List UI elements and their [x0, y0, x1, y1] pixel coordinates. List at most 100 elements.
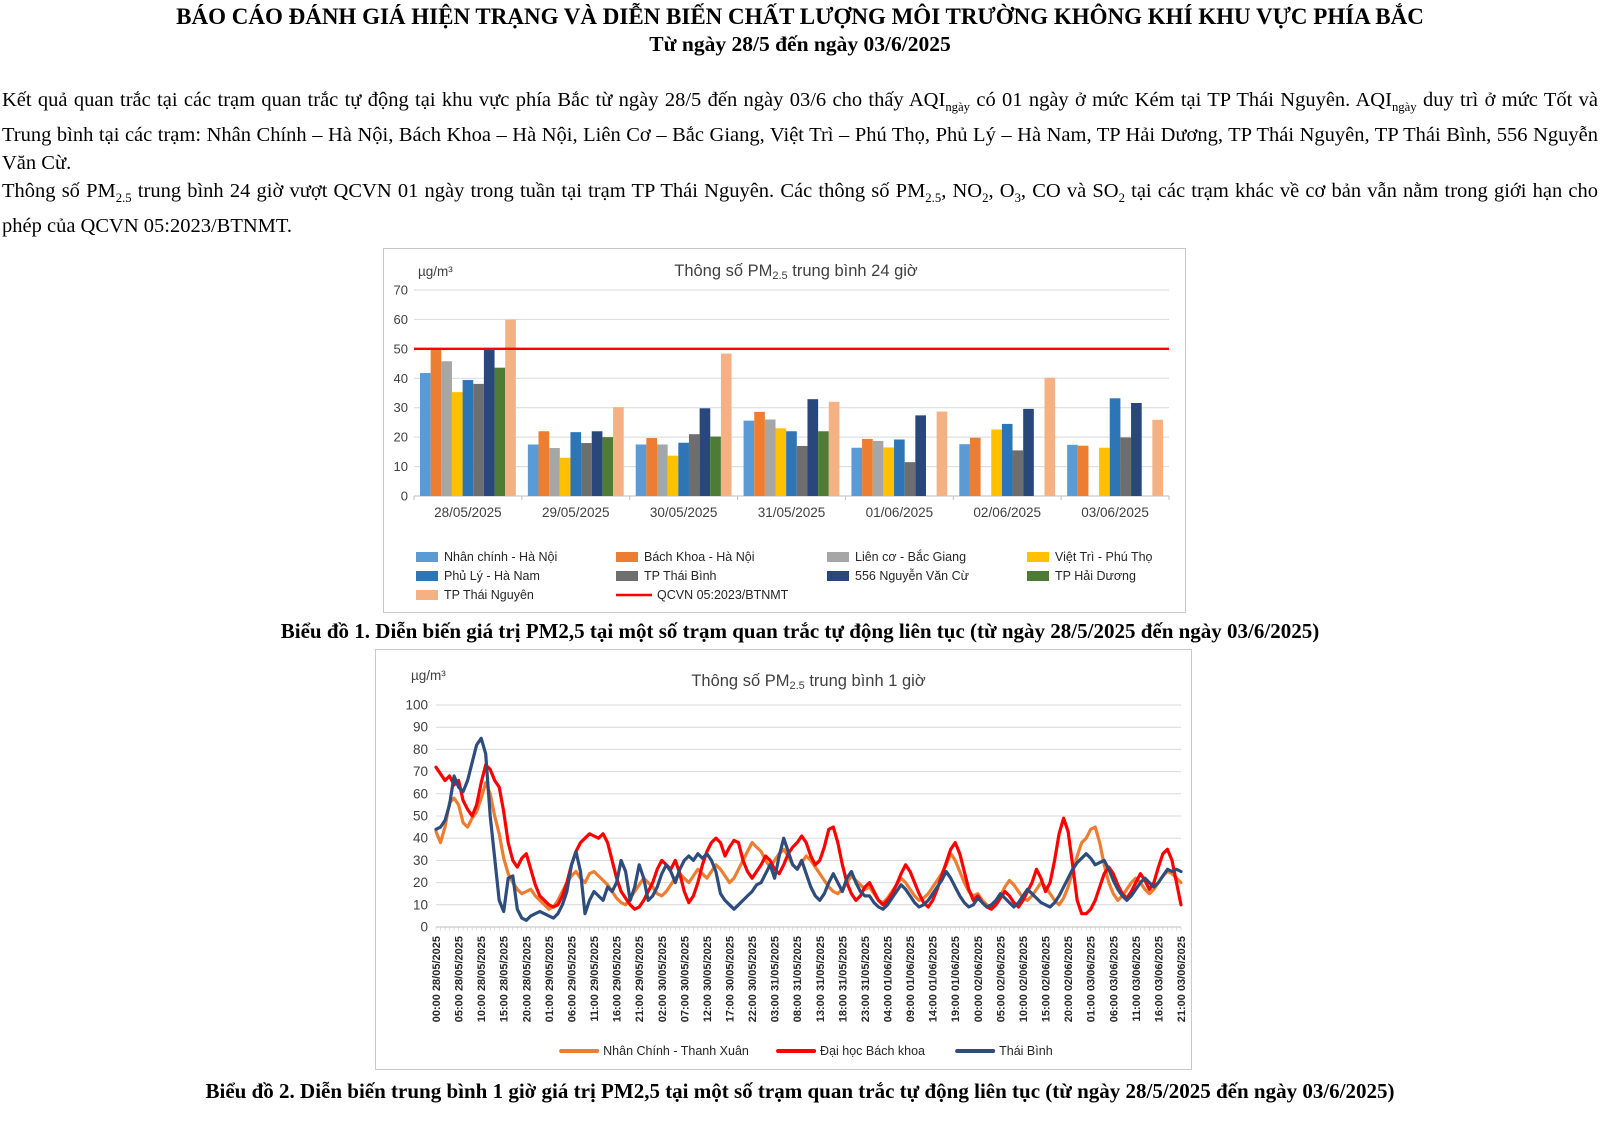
bar-TP Thái Nguyên — [1152, 419, 1163, 497]
text-segment: tại các trạm khác về cơ bản vẫn nằm tron… — [2, 180, 1598, 238]
x-axis-tick-label: 15:00 28/05/2025 — [499, 936, 511, 1022]
y-axis-tick-label: 100 — [405, 698, 428, 713]
bar-TP Thái Nguyên — [936, 411, 948, 497]
legend-item: Phủ Lý - Hà Nam — [416, 569, 540, 583]
bar-Việt Trì - Phú Thọ — [559, 457, 571, 497]
legend-label: TP Thái Bình — [644, 569, 717, 583]
bar-Việt Trì - Phú Thọ — [667, 455, 679, 497]
legend-item: TP Thái Nguyên — [416, 588, 534, 602]
x-axis-tick-label: 01:00 29/05/2025 — [544, 936, 556, 1022]
bar-Bách Khoa - Hà Nội — [862, 439, 873, 497]
bar-Liên cơ - Bắc Giang — [549, 448, 560, 497]
x-axis-tick-label: 09:00 01/06/2025 — [905, 936, 917, 1022]
bar-TP Thái Bình — [473, 384, 484, 497]
legend-item: TP Hải Dương — [1027, 569, 1136, 583]
y-axis-tick-label: 10 — [413, 897, 428, 912]
subscript-text: 2 — [982, 191, 989, 206]
legend-label: QCVN 05:2023/BTNMT — [657, 588, 789, 602]
bar-Liên cơ - Bắc Giang — [872, 441, 884, 497]
bar-TP Thái Nguyên — [1044, 377, 1056, 497]
y-axis-tick-label: 60 — [413, 786, 428, 801]
x-axis-tick-label: 13:00 31/05/2025 — [815, 936, 827, 1022]
bar-Bách Khoa - Hà Nội — [1077, 445, 1089, 497]
bar-556 Nguyễn Văn Cừ — [591, 431, 603, 497]
x-axis-tick-label: 05:00 02/06/2025 — [995, 936, 1007, 1022]
x-axis-tick-label: 28/05/2025 — [434, 505, 502, 520]
legend-item: Liên cơ - Bắc Giang — [827, 549, 966, 564]
bar-556 Nguyễn Văn Cừ — [915, 415, 926, 497]
bar-Bách Khoa - Hà Nội — [646, 438, 658, 497]
x-axis-tick-label: 23:00 31/05/2025 — [860, 936, 872, 1022]
legend-color-swatch — [416, 590, 438, 601]
caption-chart2: Biểu đồ 2. Diễn biến trung bình 1 giờ gi… — [205, 1079, 1395, 1104]
legend-label: Đại học Bách khoa — [820, 1044, 925, 1058]
x-axis-tick-label: 05:00 28/05/2025 — [454, 936, 466, 1022]
legend-item: Việt Trì - Phú Thọ — [1027, 550, 1153, 564]
bar-TP Thái Bình — [581, 443, 592, 497]
bar-TP Hải Dương — [494, 367, 506, 497]
x-axis-tick-label: 08:00 31/05/2025 — [792, 936, 804, 1022]
y-axis-tick-label: 10 — [394, 459, 408, 474]
bar-TP Thái Bình — [1120, 437, 1132, 497]
bar-Việt Trì - Phú Thọ — [991, 429, 1002, 497]
x-axis-tick-label: 10:00 02/06/2025 — [1018, 936, 1030, 1022]
subscript-text: ngày — [945, 100, 971, 115]
pm25-24h-bar-chart: 0 10 20 30 40 50 60 70 28/05/2025 29/05/2025 30/05… — [394, 262, 1170, 602]
x-axis-tick-label: 20:00 02/06/2025 — [1063, 936, 1075, 1022]
bar-Liên cơ - Bắc Giang — [657, 444, 668, 497]
y-axis-tick-label: 40 — [413, 831, 428, 846]
x-axis-tick-label: 01:00 03/06/2025 — [1086, 936, 1098, 1022]
bar-Việt Trì - Phú Thọ — [1099, 447, 1110, 497]
legend-label: Bách Khoa - Hà Nội — [644, 550, 754, 564]
bar-Nhân chính - Hà Nội — [420, 373, 431, 497]
y-axis-tick-label: 90 — [413, 720, 428, 735]
x-axis-tick-label: 15:00 02/06/2025 — [1041, 936, 1053, 1022]
x-axis-tick-label: 03/06/2025 — [1081, 505, 1149, 520]
x-axis-tick-label: 22:00 30/05/2025 — [747, 936, 759, 1022]
x-axis-tick-label: 14:00 01/06/2025 — [928, 936, 940, 1022]
bar-Bách Khoa - Hà Nội — [754, 412, 765, 497]
legend-item: Bách Khoa - Hà Nội — [616, 550, 754, 564]
report-subtitle: Từ ngày 28/5 đến ngày 03/6/2025 — [649, 32, 951, 56]
y-axis-tick-label: 30 — [413, 853, 428, 868]
legend-label: TP Thái Nguyên — [444, 588, 534, 602]
report-title: BÁO CÁO ĐÁNH GIÁ HIỆN TRẠNG VÀ DIỄN BIẾN… — [176, 4, 1424, 29]
chart-title: Thông số PM2.5 trung bình 1 giờ — [691, 672, 926, 692]
x-axis-tick-label: 20:00 28/05/2025 — [521, 936, 533, 1022]
bar-Phủ Lý - Hà Nam — [786, 431, 797, 497]
subscript-text: 2.5 — [115, 191, 132, 206]
bar-Nhân chính - Hà Nội — [635, 444, 647, 497]
bar-Nhân chính - Hà Nội — [851, 447, 863, 497]
bar-556 Nguyễn Văn Cừ — [807, 399, 819, 497]
text-segment: Kết quả quan trắc tại các trạm quan trắc… — [2, 89, 946, 111]
bar-TP Hải Dương — [818, 431, 829, 497]
bar-TP Thái Nguyên — [613, 407, 624, 497]
bar-TP Thái Nguyên — [505, 319, 516, 497]
legend-item: Đại học Bách khoa — [776, 1044, 925, 1058]
legend-item: Nhân Chính - Thanh Xuân — [559, 1044, 749, 1058]
legend-label: Liên cơ - Bắc Giang — [855, 549, 966, 564]
bar-Nhân chính - Hà Nội — [743, 420, 755, 497]
bar-Nhân chính - Hà Nội — [527, 444, 539, 497]
legend-label: Nhân Chính - Thanh Xuân — [603, 1044, 749, 1058]
x-axis-tick-label: 06:00 03/06/2025 — [1108, 936, 1120, 1022]
legend-item: Thái Bình — [955, 1044, 1053, 1058]
bar-Liên cơ - Bắc Giang — [441, 361, 452, 497]
y-axis-unit-label: µg/m³ — [418, 264, 453, 279]
x-axis-tick-label: 11:00 29/05/2025 — [589, 936, 601, 1022]
bar-Liên cơ - Bắc Giang — [764, 419, 776, 497]
legend-label: Nhân chính - Hà Nội — [444, 550, 557, 564]
subscript-text: 3 — [1014, 191, 1021, 206]
caption-chart1: Biểu đồ 1. Diễn biến giá trị PM2,5 tại m… — [280, 619, 1320, 644]
subscript-text: ngày — [1391, 100, 1417, 115]
y-axis-tick-label: 20 — [394, 430, 408, 445]
y-axis-tick-label: 0 — [420, 920, 428, 935]
y-axis-tick-label: 50 — [413, 809, 428, 824]
bar-Bách Khoa - Hà Nội — [969, 437, 981, 497]
bar-Nhân chính - Hà Nội — [1067, 444, 1078, 497]
x-axis-tick-label: 18:00 31/05/2025 — [837, 936, 849, 1022]
x-axis-tick-label: 16:00 03/06/2025 — [1153, 936, 1165, 1022]
bar-TP Thái Bình — [1012, 450, 1024, 497]
bar-Phủ Lý - Hà Nam — [894, 439, 905, 497]
x-axis-tick-label: 07:00 30/05/2025 — [679, 936, 691, 1022]
